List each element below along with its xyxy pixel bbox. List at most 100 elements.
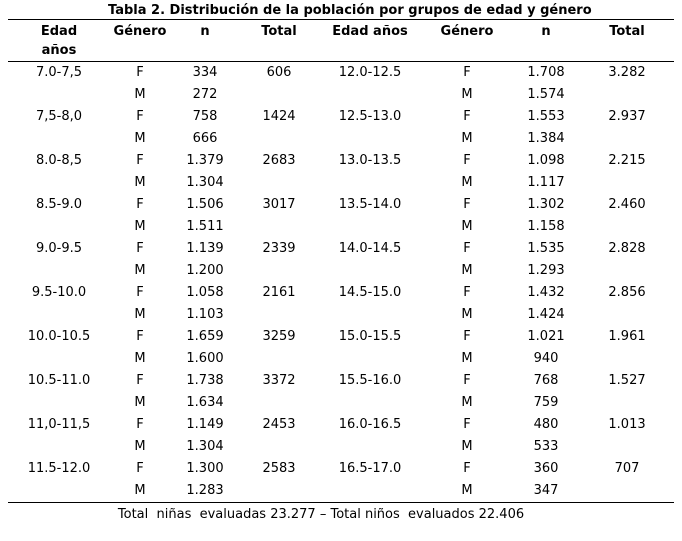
table-cell xyxy=(318,128,422,150)
table-cell: 14.0-14.5 xyxy=(338,241,402,256)
table-cell: F xyxy=(463,197,471,212)
table-row: M 1.304 M 533 xyxy=(8,436,674,458)
table-cell: M xyxy=(134,219,146,234)
table-cell: F xyxy=(136,109,144,124)
table-cell: M xyxy=(461,483,473,498)
table-cell: 15.0-15.5 xyxy=(338,329,402,344)
table-cell: F xyxy=(136,285,144,300)
table-cell: F xyxy=(463,241,471,256)
table-cell xyxy=(240,172,318,194)
table-cell: 1.384 xyxy=(527,131,565,146)
table-cell: 8.0-8,5 xyxy=(35,153,83,168)
table-cell: 1.506 xyxy=(186,197,224,212)
table-row: 11,0-11,5 F 1.149 2453 16.0-16.5 F 480 1.013 xyxy=(8,414,674,436)
table-cell: M xyxy=(134,263,146,278)
table-cell xyxy=(240,128,318,150)
table-cell xyxy=(580,260,674,282)
table-cell: M xyxy=(134,483,146,498)
table-cell: 3.282 xyxy=(608,65,646,80)
header-edad-anos-left: Edad años xyxy=(8,19,110,62)
table-cell: M xyxy=(134,131,146,146)
table-cell: 2453 xyxy=(262,417,296,432)
table-cell: 9.0-9.5 xyxy=(35,241,83,256)
table-cell: F xyxy=(463,109,471,124)
table-cell xyxy=(318,392,422,414)
table-row: 11.5-12.0 F 1.300 2583 16.5-17.0 F 360 707 xyxy=(8,458,674,480)
table-cell: 1.103 xyxy=(186,307,224,322)
table-cell: F xyxy=(136,241,144,256)
table-cell: 666 xyxy=(192,131,218,146)
table-cell: 13.5-14.0 xyxy=(338,197,402,212)
table-cell: M xyxy=(461,175,473,190)
table-cell: 1.432 xyxy=(527,285,565,300)
table-cell xyxy=(8,348,110,370)
table-cell xyxy=(8,480,110,503)
table-cell: M xyxy=(134,87,146,102)
table-cell: M xyxy=(461,395,473,410)
table-cell: 11,0-11,5 xyxy=(27,417,91,432)
table-cell xyxy=(318,304,422,326)
table-cell: M xyxy=(461,307,473,322)
table-cell: 1.200 xyxy=(186,263,224,278)
table-cell: 758 xyxy=(192,109,218,124)
table-cell xyxy=(580,304,674,326)
table-cell: 12.0-12.5 xyxy=(338,65,402,80)
table-cell: 11.5-12.0 xyxy=(27,461,91,476)
table-cell: 1.283 xyxy=(186,483,224,498)
table-cell: F xyxy=(463,65,471,80)
table-cell: M xyxy=(134,439,146,454)
header-total-left: Total xyxy=(240,19,318,62)
table-cell: 1.424 xyxy=(527,307,565,322)
table-cell xyxy=(580,216,674,238)
table-cell: 940 xyxy=(533,351,559,366)
table-cell xyxy=(580,84,674,106)
table-cell: F xyxy=(136,373,144,388)
table-cell: M xyxy=(461,131,473,146)
table-cell: M xyxy=(134,351,146,366)
table-cell xyxy=(318,172,422,194)
table-cell: 14.5-15.0 xyxy=(338,285,402,300)
table-cell: F xyxy=(463,461,471,476)
totals-footer: Total niñas evaluadas 23.277 – Total niñ… xyxy=(117,507,525,522)
table-cell: 1.511 xyxy=(186,219,224,234)
header-n-left: n xyxy=(170,19,240,62)
table-row: 7,5-8,0 F 758 1424 12.5-13.0 F 1.553 2.937 xyxy=(8,106,674,128)
table-cell: F xyxy=(136,417,144,432)
table-cell: 1.302 xyxy=(527,197,565,212)
table-cell: 2.937 xyxy=(608,109,646,124)
table-cell xyxy=(580,392,674,414)
table-cell: 15.5-16.0 xyxy=(338,373,402,388)
table-cell: 1.600 xyxy=(186,351,224,366)
table-cell xyxy=(8,128,110,150)
table-cell: 1.659 xyxy=(186,329,224,344)
table-cell xyxy=(8,172,110,194)
table-row: 9.0-9.5 F 1.139 2339 14.0-14.5 F 1.535 2.828 xyxy=(8,238,674,260)
table-cell: 3017 xyxy=(262,197,296,212)
table-cell: M xyxy=(461,87,473,102)
table-cell xyxy=(240,392,318,414)
table-cell: 1.300 xyxy=(186,461,224,476)
table-cell: 7,5-8,0 xyxy=(35,109,83,124)
table-cell xyxy=(580,436,674,458)
table-cell xyxy=(240,436,318,458)
table-cell: 1.708 xyxy=(527,65,565,80)
table-cell: F xyxy=(136,329,144,344)
table-cell: 10.5-11.0 xyxy=(27,373,91,388)
table-cell: 1.013 xyxy=(608,417,646,432)
table-cell xyxy=(8,260,110,282)
table-cell xyxy=(240,304,318,326)
table-row: M 1.103 M 1.424 xyxy=(8,304,674,326)
table-cell: 2161 xyxy=(262,285,296,300)
table-cell: M xyxy=(134,307,146,322)
table-cell xyxy=(318,348,422,370)
table-cell: F xyxy=(463,373,471,388)
table-cell xyxy=(8,304,110,326)
table-cell: 1.293 xyxy=(527,263,565,278)
table-title: Tabla 2. Distribución de la población po… xyxy=(108,3,592,18)
table-row: M 1.283 M 347 xyxy=(8,480,674,503)
table-cell xyxy=(318,216,422,238)
table-cell xyxy=(8,216,110,238)
table-cell: 768 xyxy=(533,373,559,388)
table-cell: 1.574 xyxy=(527,87,565,102)
table-cell: 16.5-17.0 xyxy=(338,461,402,476)
